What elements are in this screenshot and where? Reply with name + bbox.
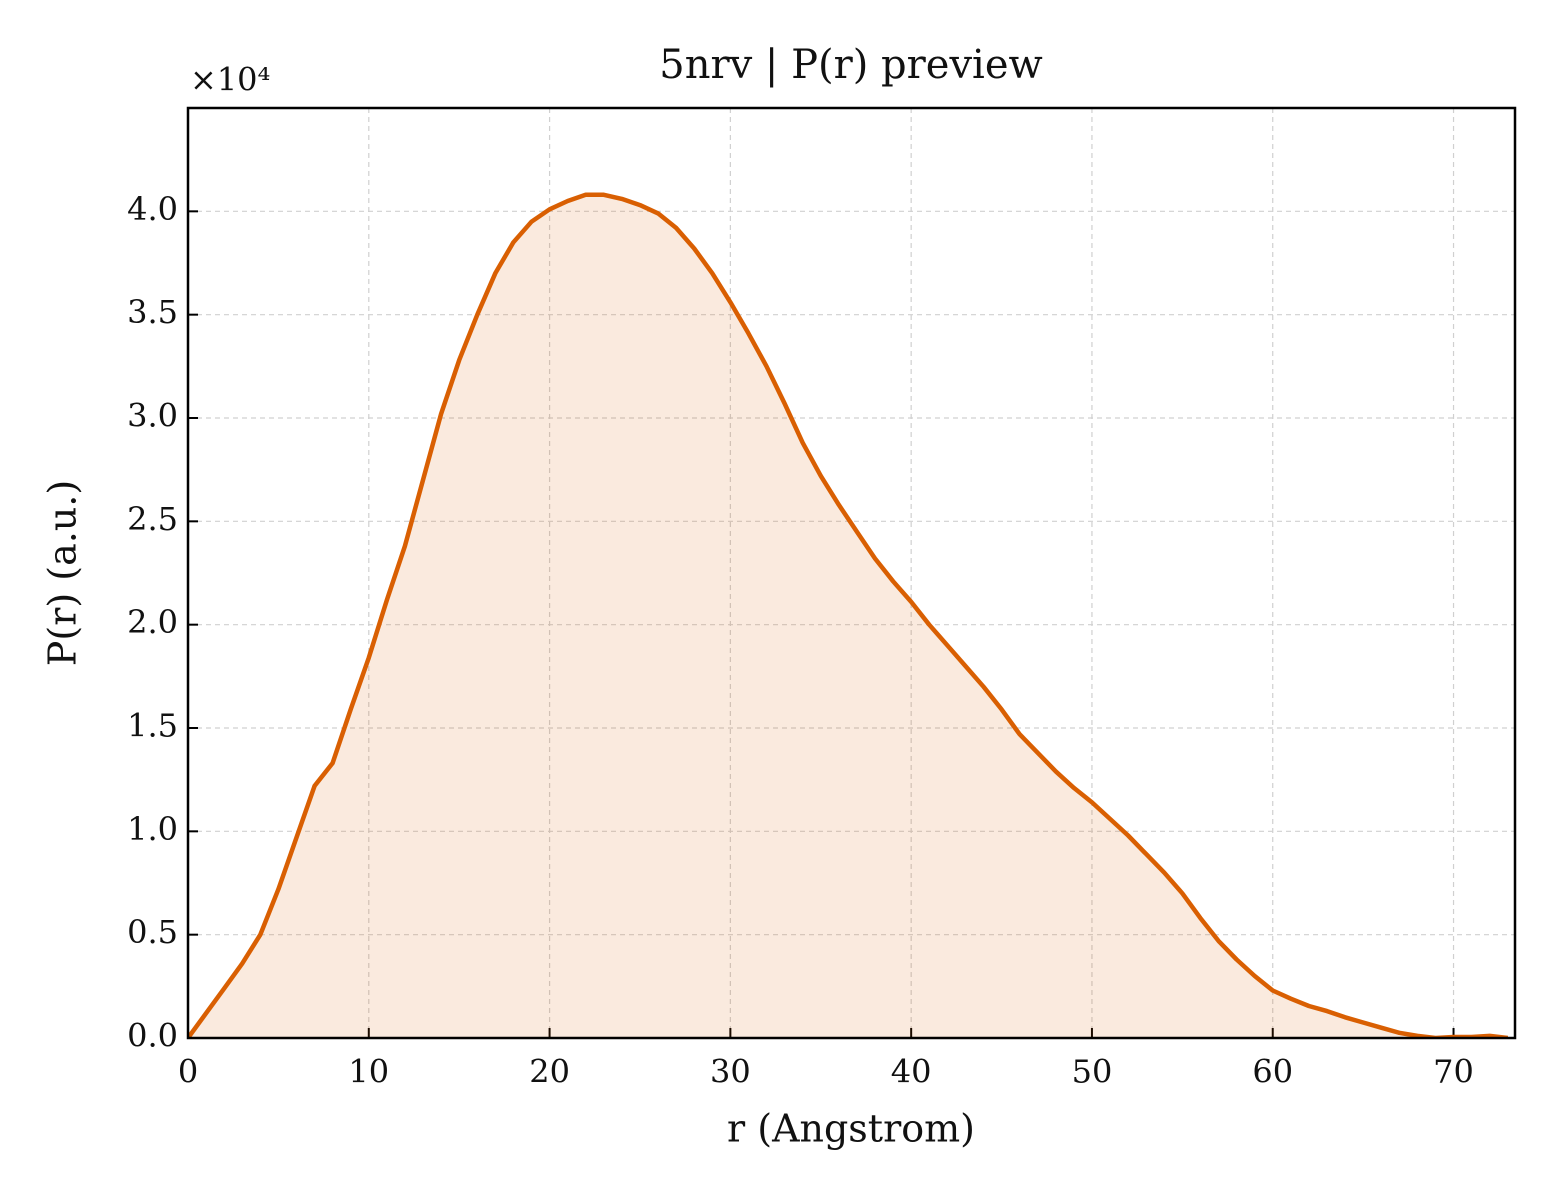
- plot-frame: [186, 106, 1517, 1040]
- y-tick-label: 0.5: [127, 913, 178, 951]
- y-axis-label: P(r) (a.u.): [41, 480, 85, 666]
- y-tick-label: 2.0: [127, 603, 178, 641]
- x-tick-label: 50: [1072, 1053, 1113, 1091]
- y-tick-label: 1.0: [127, 810, 178, 848]
- y-tick-label: 2.5: [127, 500, 178, 538]
- x-tick-label: 70: [1433, 1053, 1474, 1091]
- x-tick-label: 10: [348, 1053, 389, 1091]
- y-tick-label: 3.5: [127, 293, 178, 331]
- chart-title: 5nrv | P(r) preview: [659, 42, 1043, 88]
- y-tick-label: 3.0: [127, 397, 178, 435]
- x-tick-label: 60: [1252, 1053, 1293, 1091]
- x-tick-label: 30: [710, 1053, 751, 1091]
- line: [188, 192, 1509, 1038]
- y-tick-label: 0.0: [127, 1017, 178, 1055]
- x-tick-label: 0: [178, 1053, 198, 1091]
- x-axis-label: r (Angstrom): [727, 1107, 975, 1151]
- x-tick-label: 40: [891, 1053, 932, 1091]
- y-tick-label: 4.0: [127, 190, 178, 228]
- x-tick-label: 20: [529, 1053, 570, 1091]
- y-tick-label: 1.5: [127, 707, 178, 745]
- area: [188, 194, 1508, 1038]
- y-offset-label: ×10⁴: [190, 61, 270, 99]
